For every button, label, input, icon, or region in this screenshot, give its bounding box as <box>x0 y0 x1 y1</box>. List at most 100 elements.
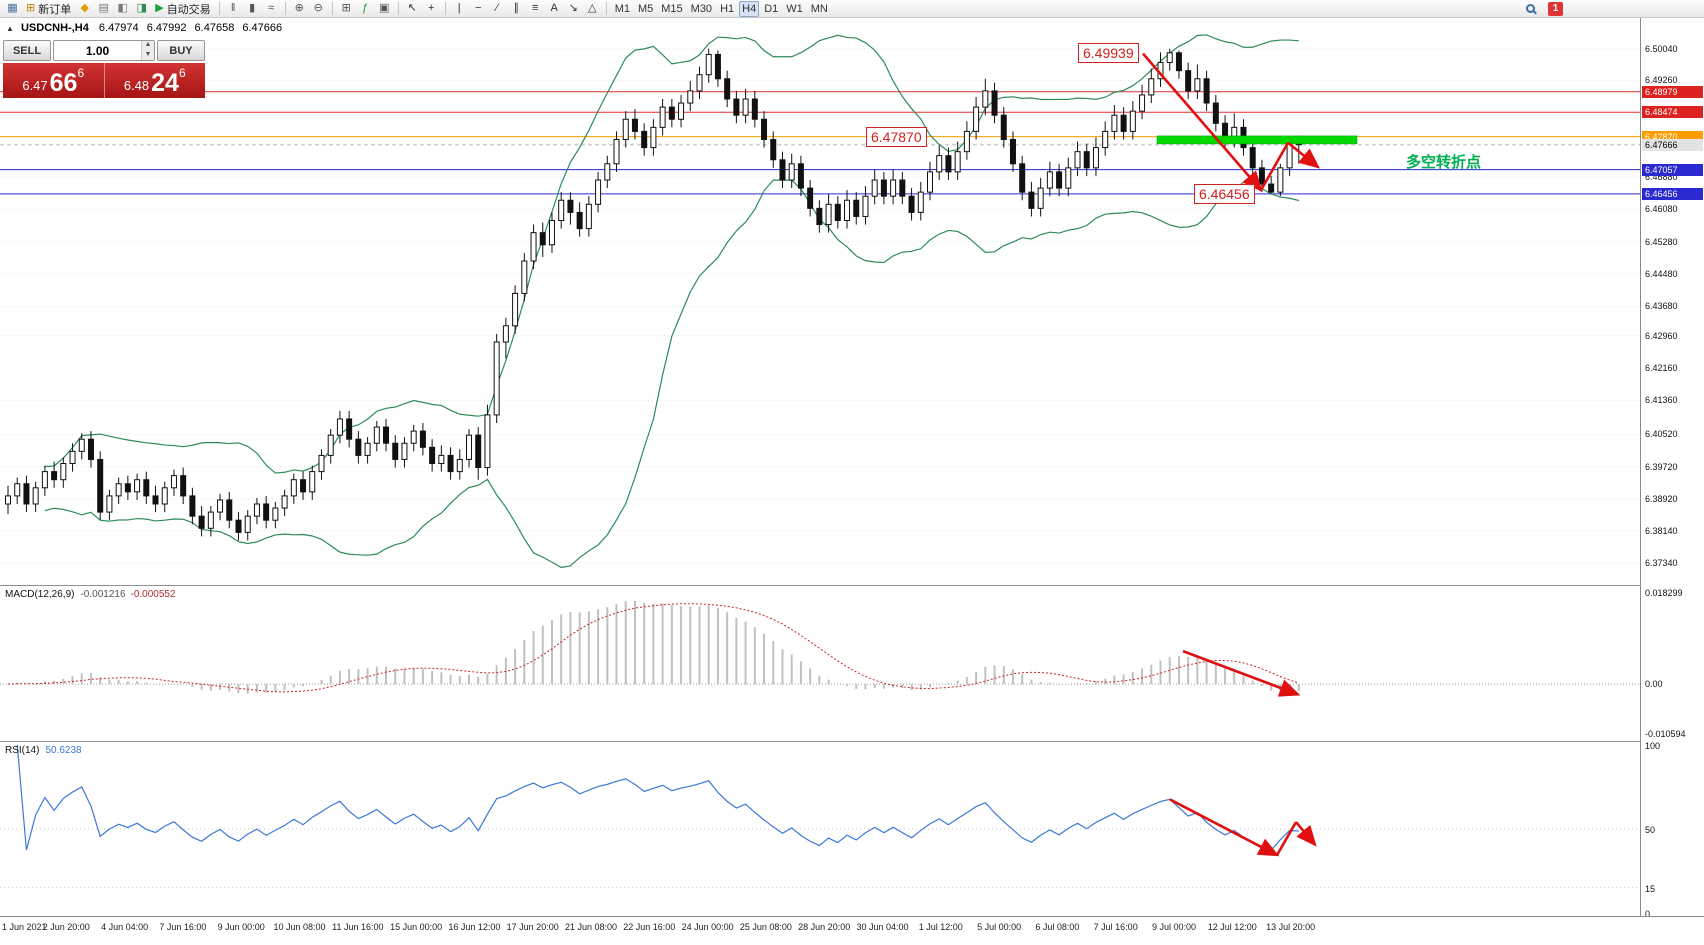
trend-arrow <box>1182 649 1301 697</box>
rsi-panel[interactable] <box>0 742 1640 916</box>
price-tick: 6.49260 <box>1645 75 1678 86</box>
new-order-button[interactable]: ⊞ 新订单 <box>23 1 74 17</box>
rsi-scale-tick: 100 <box>1645 741 1661 751</box>
bollinger-lower <box>44 179 1299 569</box>
timeframe-m30[interactable]: M30 <box>690 2 713 15</box>
time-tick-label: 2 Jun 20:00 <box>42 922 90 932</box>
volume-input[interactable] <box>54 41 141 60</box>
price-scale[interactable]: 6.500406.492606.484806.477006.468806.460… <box>1640 18 1704 919</box>
time-tick-label: 30 Jun 04:00 <box>856 922 909 932</box>
cursor-icon[interactable]: ↖ <box>404 1 421 17</box>
timeframe-d1[interactable]: D1 <box>764 2 779 15</box>
indicators-icon[interactable]: ƒ <box>357 1 374 17</box>
navigator-icon[interactable]: ◨ <box>133 1 150 17</box>
buy-price-big: 24 <box>151 69 179 97</box>
favorites-icon[interactable]: ◆ <box>76 1 93 17</box>
candlestick-chart-icon[interactable]: ▮ <box>244 1 261 17</box>
shapes-icon[interactable]: △ <box>584 1 601 17</box>
arrows-tool-icon[interactable]: ↘ <box>565 1 582 17</box>
timeframe-m15[interactable]: M15 <box>661 2 683 15</box>
time-tick-label: 17 Jun 20:00 <box>506 922 559 932</box>
toolbar-separator <box>444 2 446 15</box>
data-window-icon: ◧ <box>117 2 128 14</box>
trend-arrow <box>1169 798 1280 857</box>
timeframe-w1[interactable]: W1 <box>786 2 803 15</box>
rsi-label: RSI(14) 50.6238 <box>5 745 82 756</box>
rsi-value: 50.6238 <box>45 745 82 756</box>
buy-button[interactable]: BUY <box>157 40 205 61</box>
low-value: 6.47658 <box>194 22 235 34</box>
time-tick-label: 15 Jun 00:00 <box>390 922 443 932</box>
toolbar: ▦ ⊞ 新订单 ◆ ▤ ◧ ◨ ▶ 自动交易 ‖ ▮ ≈ ⊕ ⊖ ⊞ ƒ ▣ ↖ + | − ∕ ∥ ≡ A ↘ △ M1 M5 M15… <box>0 0 1704 18</box>
price-badge: 6.48474 <box>1642 106 1703 119</box>
horizontal-line-icon: − <box>474 2 482 14</box>
search-icon <box>1526 4 1535 13</box>
buy-price-small: 6.48 <box>123 78 150 93</box>
main-chart[interactable] <box>0 18 1640 585</box>
macd-panel[interactable] <box>0 586 1640 741</box>
text-label-icon[interactable]: A <box>546 1 563 17</box>
volume-down-icon[interactable]: ▼ <box>142 50 154 60</box>
timeframe-mn[interactable]: MN <box>810 2 828 15</box>
buy-price-sup: 6 <box>178 66 186 80</box>
vertical-line-icon[interactable]: | <box>451 1 468 17</box>
search-button[interactable] <box>1522 1 1539 17</box>
one-click-trading-panel: SELL ▲ ▼ BUY 6.47 66 6 6.48 24 6 <box>3 40 205 98</box>
sell-price-small: 6.47 <box>22 78 48 93</box>
trend-arrow <box>1287 141 1321 169</box>
autotrading-button[interactable]: ▶ 自动交易 <box>152 1 213 17</box>
crosshair-icon: + <box>427 2 435 14</box>
volume-control: ▲ ▼ <box>53 40 155 61</box>
bar-chart-icon[interactable]: ‖ <box>225 1 242 17</box>
price-tick: 6.45280 <box>1645 236 1678 247</box>
price-tick: 6.44480 <box>1645 268 1678 279</box>
price-display: 6.47 66 6 6.48 24 6 <box>3 63 205 98</box>
fibonacci-icon: ≡ <box>531 2 539 14</box>
macd-label: MACD(12,26,9) -0.001216 -0.000552 <box>5 589 176 600</box>
shapes-icon: △ <box>587 2 597 14</box>
line-chart-icon[interactable]: ≈ <box>263 1 280 17</box>
time-axis[interactable]: 1 Jun 2021 2 Jun 20:00 4 Jun 04:00 7 Jun 16… <box>0 916 1704 942</box>
market-watch-icon[interactable]: ▤ <box>95 1 112 17</box>
fibonacci-icon[interactable]: ≡ <box>527 1 544 17</box>
cursor-icon: ↖ <box>407 2 417 14</box>
sell-price[interactable]: 6.47 66 6 <box>3 63 104 98</box>
trend-arrow <box>1142 52 1263 193</box>
tile-windows-icon[interactable]: ⊞ <box>338 1 355 17</box>
panel-splitter[interactable] <box>0 741 1704 742</box>
zoom-in-icon[interactable]: ⊕ <box>291 1 308 17</box>
tile-windows-icon: ⊞ <box>341 2 351 14</box>
volume-up-icon[interactable]: ▲ <box>142 41 154 51</box>
timeframe-h1[interactable]: H1 <box>720 2 735 15</box>
panel-splitter[interactable] <box>0 585 1704 586</box>
timeframe-h4[interactable]: H4 <box>739 0 760 17</box>
macd-name: MACD(12,26,9) <box>5 589 75 600</box>
crosshair-icon[interactable]: + <box>423 1 440 17</box>
trend-arrow <box>1259 142 1290 191</box>
price-tick: 6.50040 <box>1645 43 1678 54</box>
zoom-out-icon[interactable]: ⊖ <box>310 1 327 17</box>
trend-arrow <box>1275 821 1298 856</box>
horizontal-line-icon[interactable]: − <box>470 1 487 17</box>
channel-icon[interactable]: ∥ <box>508 1 525 17</box>
macd-scale-tick: 0.00 <box>1645 679 1663 690</box>
trendline-icon[interactable]: ∕ <box>489 1 506 17</box>
toolbar-separator <box>605 2 607 15</box>
time-tick-label: 21 Jun 08:00 <box>564 922 618 932</box>
time-tick-label: 9 Jul 00:00 <box>1151 922 1197 932</box>
new-chart-icon[interactable]: ▦ <box>4 1 21 17</box>
rsi-scale-tick: 50 <box>1645 825 1656 835</box>
timeframe-m1[interactable]: M1 <box>614 2 630 15</box>
sell-button[interactable]: SELL <box>3 40 51 61</box>
notification-badge[interactable]: 1 <box>1548 1 1563 16</box>
collapse-panel-icon[interactable]: ▲ <box>6 24 14 33</box>
price-tick: 6.41360 <box>1645 395 1678 406</box>
templates-icon[interactable]: ▣ <box>376 1 393 17</box>
trendline-icon: ∕ <box>496 2 499 14</box>
market-watch-icon: ▤ <box>98 2 109 14</box>
buy-price[interactable]: 6.48 24 6 <box>103 63 206 98</box>
data-window-icon[interactable]: ◧ <box>114 1 131 17</box>
timeframe-m5[interactable]: M5 <box>637 2 654 15</box>
rsi-scale-tick: 0 <box>1645 909 1651 919</box>
time-tick-label: 4 Jun 04:00 <box>101 922 149 932</box>
